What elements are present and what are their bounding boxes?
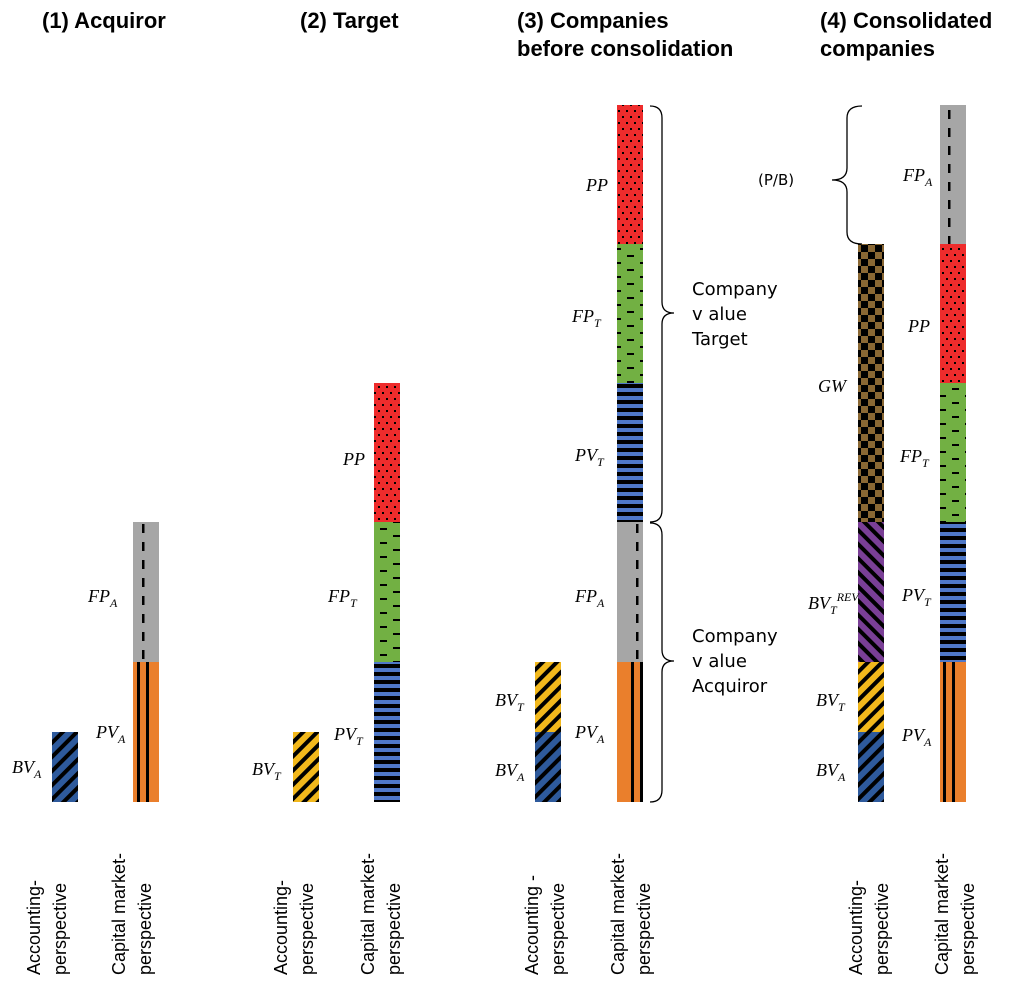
label-fp-t: FPT	[571, 306, 602, 330]
acquiror-pv-a-bar	[133, 662, 159, 802]
svg-text:perspective: perspective	[297, 883, 317, 975]
label-pp: PP	[907, 316, 930, 336]
target-bv-t-bar	[293, 732, 319, 802]
svg-text:Capital market-: Capital market-	[358, 853, 378, 975]
label-fp-a: FPA	[574, 586, 605, 610]
label-fp-t: FPT	[899, 446, 930, 470]
target-pv-t-bar	[374, 662, 400, 802]
label-pv-t: PVT	[901, 585, 932, 609]
title-acquiror: (1) Acquiror	[42, 8, 166, 33]
target-fp-t-bar	[374, 522, 400, 662]
title-before-line1: (3) Companies	[517, 8, 669, 33]
label-fp-t: FPT	[327, 586, 358, 610]
label-bv-a: BVA	[816, 760, 846, 784]
label-pv-t: PVT	[333, 724, 364, 748]
label-pv-a: PVA	[574, 722, 605, 746]
label-bv-a: BVA	[495, 760, 525, 784]
svg-text:Capital market-: Capital market-	[932, 853, 952, 975]
consolidated-bv-t-rev-bar	[858, 522, 884, 662]
acquiror-bv-a-bar	[52, 732, 78, 802]
company-value-acquiror-line2: v alue	[692, 651, 747, 672]
svg-text:perspective: perspective	[634, 883, 654, 975]
before-fp-t-bar	[617, 244, 643, 383]
consolidated-goodwill-bar	[858, 244, 884, 522]
svg-text:perspective: perspective	[958, 883, 978, 975]
axis-label-consolidated-capital-market: Capital market- perspective	[932, 853, 978, 975]
label-bv-t: BVT	[252, 759, 282, 783]
before-fp-a-bar	[617, 522, 643, 662]
svg-text:Accounting-: Accounting-	[271, 880, 291, 975]
before-pv-a-bar	[617, 662, 643, 802]
label-pv-a: PVA	[95, 722, 126, 746]
axis-label-target-capital-market: Capital market- perspective	[358, 853, 404, 975]
svg-text:perspective: perspective	[872, 883, 892, 975]
axis-label-before-accounting: Accounting - perspective	[522, 875, 568, 975]
label-fp-a: FPA	[902, 165, 933, 189]
consolidated-bv-a-bar	[858, 732, 884, 802]
target-pp-bar	[374, 383, 400, 522]
price-to-book-label: (P/B)	[758, 171, 794, 189]
axis-label-before-capital-market: Capital market- perspective	[608, 853, 654, 975]
axis-label-consolidated-accounting: Accounting- perspective	[846, 880, 892, 975]
company-value-target-line2: v alue	[692, 304, 747, 325]
before-bv-t-bar	[535, 662, 561, 732]
svg-text:perspective: perspective	[548, 883, 568, 975]
svg-text:Capital market-: Capital market-	[109, 853, 129, 975]
consolidated-pv-a-bar	[940, 662, 966, 802]
consolidated-fp-a-bar	[940, 105, 966, 244]
before-bv-a-bar	[535, 732, 561, 802]
title-consolidated-line1: (4) Consolidated	[820, 8, 992, 33]
consolidated-pv-t-bar	[940, 522, 966, 662]
svg-text:Accounting -: Accounting -	[522, 875, 542, 975]
consolidated-pp-bar	[940, 244, 966, 383]
acquiror-fp-a-bar	[133, 522, 159, 662]
label-bv-t: BVT	[816, 690, 846, 714]
label-fp-a: FPA	[87, 586, 118, 610]
label-bv-a: BVA	[12, 757, 42, 781]
label-pp: PP	[585, 175, 608, 195]
brace-price-to-book	[831, 105, 863, 245]
svg-text:perspective: perspective	[50, 883, 70, 975]
label-pv-t: PVT	[574, 445, 605, 469]
company-value-target-line3: Target	[691, 329, 748, 350]
before-pv-t-bar	[617, 383, 643, 522]
label-pv-a: PVA	[901, 725, 932, 749]
svg-text:perspective: perspective	[384, 883, 404, 975]
title-before-line2: before consolidation	[517, 36, 733, 61]
brace-company-value-target	[649, 105, 675, 523]
axis-label-target-accounting: Accounting- perspective	[271, 880, 317, 975]
svg-text:Accounting-: Accounting-	[846, 880, 866, 975]
svg-text:perspective: perspective	[135, 883, 155, 975]
label-pp: PP	[342, 449, 365, 469]
label-bv-t-rev: BVTREV	[808, 590, 860, 617]
title-target: (2) Target	[300, 8, 399, 33]
axis-label-acquiror-accounting: Accounting- perspective	[24, 880, 70, 975]
brace-company-value-acquiror	[649, 522, 675, 803]
company-value-acquiror-line3: Acquiror	[692, 676, 768, 697]
label-gw: GW	[818, 376, 848, 396]
consolidated-fp-t-bar	[940, 383, 966, 522]
label-bv-t: BVT	[495, 690, 525, 714]
axis-label-acquiror-capital-market: Capital market- perspective	[109, 853, 155, 975]
consolidated-bv-t-bar	[858, 662, 884, 732]
company-value-target-line1: Company	[692, 279, 778, 300]
svg-text:Capital market-: Capital market-	[608, 853, 628, 975]
svg-text:Accounting-: Accounting-	[24, 880, 44, 975]
title-consolidated-line2: companies	[820, 36, 935, 61]
before-pp-bar	[617, 105, 643, 244]
company-value-acquiror-line1: Company	[692, 626, 778, 647]
